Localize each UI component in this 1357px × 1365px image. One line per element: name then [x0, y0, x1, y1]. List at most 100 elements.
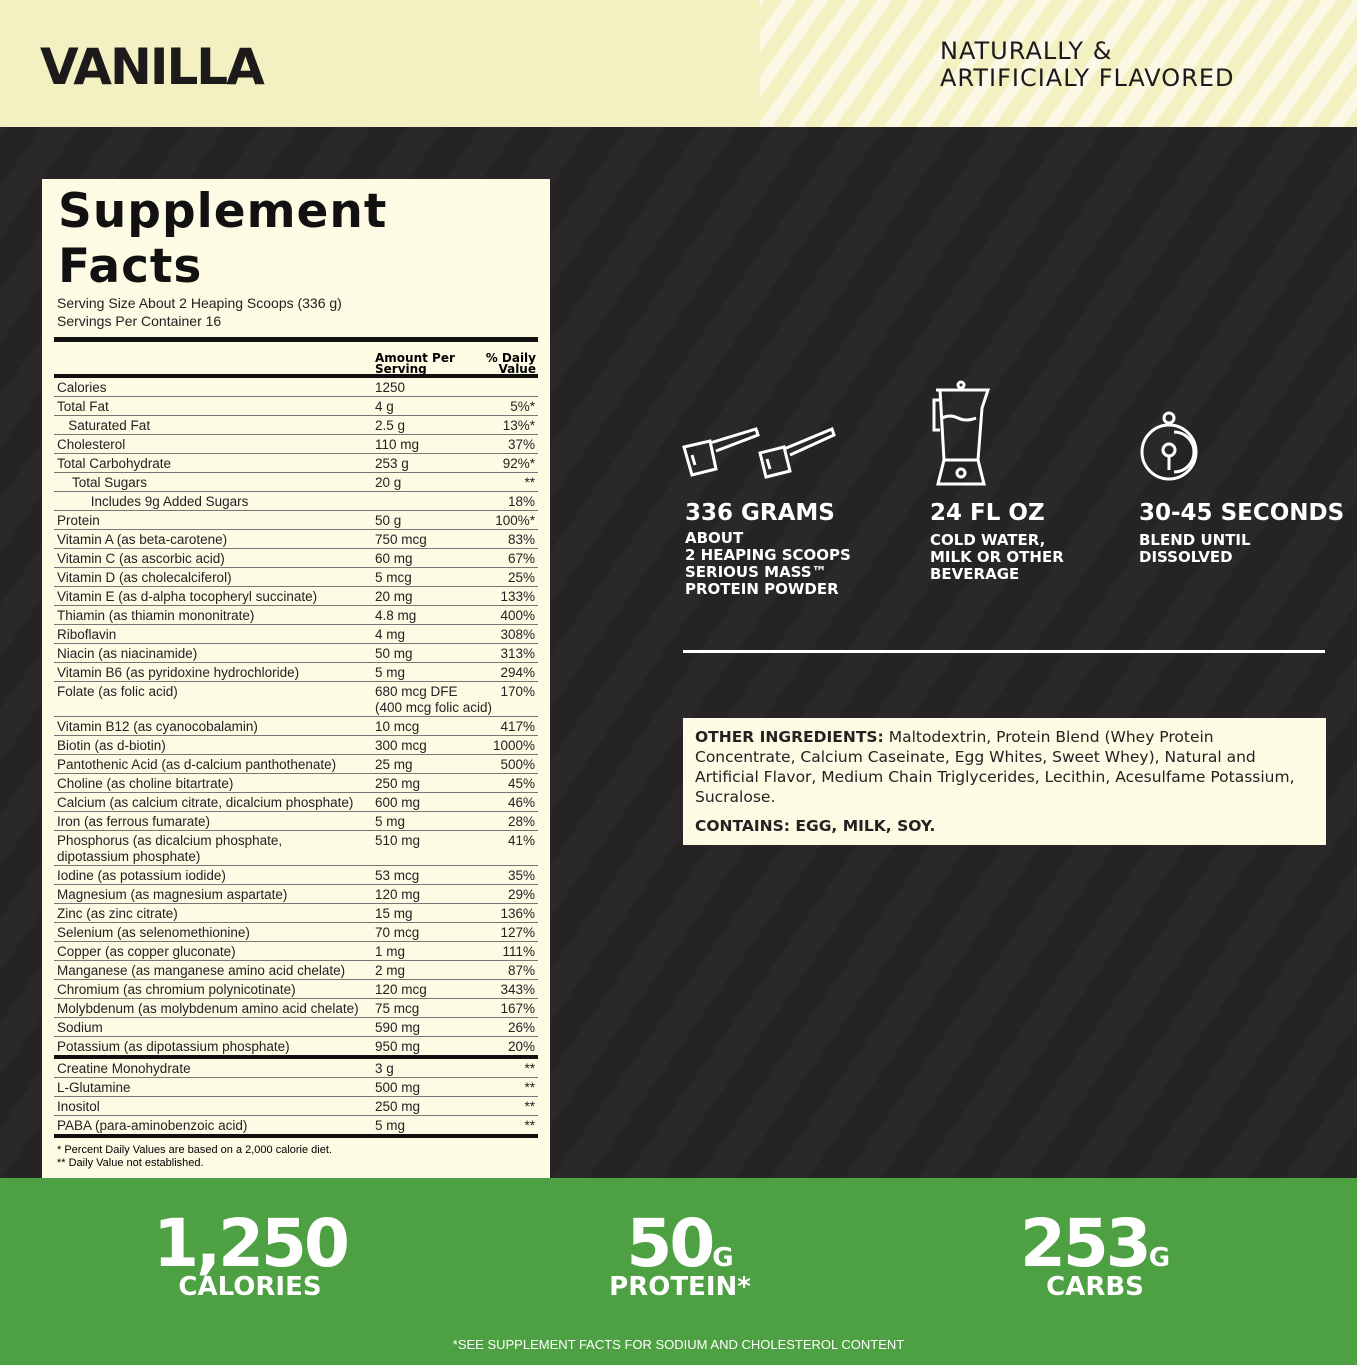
nutrient-daily-value: 92%*	[502, 456, 535, 471]
nutrient-daily-value: **	[524, 475, 535, 490]
nutrient-amount: 4 g	[375, 399, 394, 414]
step-title-time: 30-45 SECONDS	[1139, 500, 1345, 526]
nutrient-row: Vitamin C (as ascorbic acid) 60 mg 67%	[54, 549, 538, 568]
scoops-icon	[682, 426, 836, 479]
nutrient-name: Copper (as copper gluconate)	[57, 944, 236, 959]
nutrient-amount: 510 mg	[375, 833, 421, 848]
nutrient-daily-value: 46%	[507, 795, 535, 810]
nutrient-row: Vitamin E (as d-alpha tocopheryl succina…	[54, 587, 538, 606]
blender-icon	[932, 380, 991, 486]
nutrient-row: Chromium (as chromium polynicotinate) 120…	[54, 980, 538, 999]
nutrient-row: Vitamin B12 (as cyanocobalamin) 10 mcg 417…	[54, 717, 538, 736]
nutrient-amount: 500 mg	[375, 1080, 421, 1095]
nutrient-row: Cholesterol 110 mg 37%	[54, 435, 538, 454]
nutrient-amount	[372, 494, 508, 510]
calories-number: 1,250	[153, 1205, 350, 1282]
nutrient-amount: 50 mg	[375, 646, 413, 661]
allergens: CONTAINS: EGG, MILK, SOY.	[695, 817, 936, 835]
nutrient-amount: 1250	[375, 380, 406, 395]
ingredients-text: OTHER INGREDIENTS: Maltodextrin, Protein…	[695, 727, 1314, 807]
nutrient-daily-value: **	[524, 1099, 535, 1114]
nutrient-name: Molybdenum (as molybdenum amino acid che…	[57, 1001, 359, 1016]
nutrient-daily-value: 170%	[500, 684, 535, 699]
nutrient-row: Sodium 590 mg 26%	[54, 1018, 538, 1037]
nutrient-row: Thiamin (as thiamin mononitrate) 4.8 mg 40…	[54, 606, 538, 625]
nutrient-name: Total Carbohydrate	[57, 456, 172, 471]
protein-label: PROTEIN*	[609, 1272, 751, 1302]
timer-icon	[1140, 411, 1198, 481]
footnotes: * Percent Daily Values are based on a 2,…	[57, 1144, 538, 1170]
nutrient-row: Includes 9g Added Sugars 18%	[54, 492, 538, 511]
nutrient-amount: 20 g	[375, 475, 402, 490]
nutrient-daily-value: **	[524, 1080, 535, 1095]
nutrient-row: Manganese (as manganese amino acid chela…	[54, 961, 538, 980]
footnote-sodium: *SEE SUPPLEMENT FACTS FOR SODIUM AND CHO…	[452, 1337, 905, 1352]
nutrient-daily-value: 18%	[507, 494, 535, 509]
nutrient-name: Chromium (as chromium polynicotinate)	[57, 982, 296, 997]
nutrient-name: Vitamin B6 (as pyridoxine hydrochloride)	[57, 665, 300, 680]
nutrient-name: Includes 9g Added Sugars	[57, 494, 249, 509]
nutrient-name: Protein	[57, 513, 100, 528]
nutrient-row: Calcium (as calcium citrate, dicalcium p…	[54, 793, 538, 812]
nutrient-daily-value: 308%	[500, 627, 535, 642]
nutrient-amount: 2.5 g	[375, 418, 406, 433]
nutrient-daily-value: 167%	[500, 1001, 535, 1016]
carbs-unit: G	[1148, 1243, 1171, 1273]
stripe-pattern	[760, 0, 1357, 127]
calories-label: CALORIES	[178, 1272, 322, 1302]
nutrient-amount: 300 mcg	[375, 738, 427, 753]
nutrient-name: Potassium (as dipotassium phosphate)	[57, 1039, 290, 1054]
ingredients-label: OTHER INGREDIENTS:	[695, 728, 884, 746]
nutrient-row: Magnesium (as magnesium aspartate) 120 mg…	[54, 885, 538, 904]
nutrient-amount: 590 mg	[375, 1020, 421, 1035]
nutrient-daily-value: 417%	[500, 719, 535, 734]
nutrient-row: Total Carbohydrate 253 g 92%*	[54, 454, 538, 473]
nutrient-daily-value: 28%	[507, 814, 535, 829]
nutrient-amount: 3 g	[375, 1061, 394, 1076]
nutrient-name: Choline (as choline bitartrate)	[57, 776, 234, 791]
nutrient-name: Vitamin B12 (as cyanocobalamin)	[57, 719, 258, 734]
nutrient-row: Folate (as folic acid) 680 mcg DFE (400 m…	[54, 682, 538, 717]
nutrient-name: Saturated Fat	[57, 418, 151, 433]
other-rows: Creatine Monohydrate 3 g ** L-Glutamine 500 …	[54, 1059, 538, 1138]
nutrient-amount: 50 g	[375, 513, 402, 528]
divider	[54, 337, 538, 342]
nutrient-daily-value: 20%	[507, 1039, 535, 1054]
nutrient-amount: 75 mcg	[375, 1001, 420, 1016]
nutrient-row: PABA (para-aminobenzoic acid) 5 mg **	[54, 1116, 538, 1138]
nutrient-row: Vitamin D (as cholecalciferol) 5 mcg 25%	[54, 568, 538, 587]
nutrient-daily-value: 25%	[507, 570, 535, 585]
nutrient-daily-value: 41%	[507, 833, 535, 848]
nutrient-daily-value	[535, 380, 538, 396]
nutrient-amount: 5 mcg	[375, 570, 412, 585]
footnote-not-established: ** Daily Value not established.	[57, 1157, 204, 1169]
nutrient-name: Folate (as folic acid)	[57, 684, 178, 699]
nutrient-amount: 680 mcg DFE (400 mcg folic acid)	[375, 684, 493, 715]
nutrient-row: Selenium (as selenomethionine) 70 mcg 127%	[54, 923, 538, 942]
nutrient-daily-value: 83%	[507, 532, 535, 547]
nutrient-daily-value: 26%	[507, 1020, 535, 1035]
nutrient-daily-value: 1000%	[492, 738, 535, 753]
nutrient-name: Magnesium (as magnesium aspartate)	[57, 887, 288, 902]
nutrient-name: Riboflavin	[57, 627, 117, 642]
nutrient-daily-value: 29%	[507, 887, 535, 902]
nutrient-daily-value: 136%	[500, 906, 535, 921]
amount-header: Amount Per Serving	[375, 351, 455, 376]
nutrient-name: Vitamin D (as cholecalciferol)	[57, 570, 232, 585]
highlights-band	[0, 1178, 1357, 1365]
nutrient-row: Zinc (as zinc citrate) 15 mg 136%	[54, 904, 538, 923]
nutrient-row: Vitamin A (as beta-carotene) 750 mcg 83%	[54, 530, 538, 549]
ingredients-list: Maltodextrin, Protein Blend (Whey Protei…	[695, 728, 1295, 806]
nutrient-row: Saturated Fat 2.5 g 13%*	[54, 416, 538, 435]
nutrient-row: Calories 1250	[54, 378, 538, 397]
nutrient-amount: 110 mg	[375, 437, 420, 452]
nutrient-name: Phosphorus (as dicalcium phosphate, dipo…	[57, 833, 283, 864]
nutrient-daily-value: 343%	[500, 982, 535, 997]
nutrient-amount: 60 mg	[375, 551, 413, 566]
nutrient-name: PABA (para-aminobenzoic acid)	[57, 1118, 248, 1133]
nutrient-name: Vitamin A (as beta-carotene)	[57, 532, 228, 547]
carbs-value: 253G	[1000, 1205, 1190, 1282]
nutrient-name: Sodium	[57, 1020, 103, 1035]
table-header: Amount Per Serving % Daily Value	[54, 342, 538, 378]
nutrient-row: Inositol 250 mg **	[54, 1097, 538, 1116]
